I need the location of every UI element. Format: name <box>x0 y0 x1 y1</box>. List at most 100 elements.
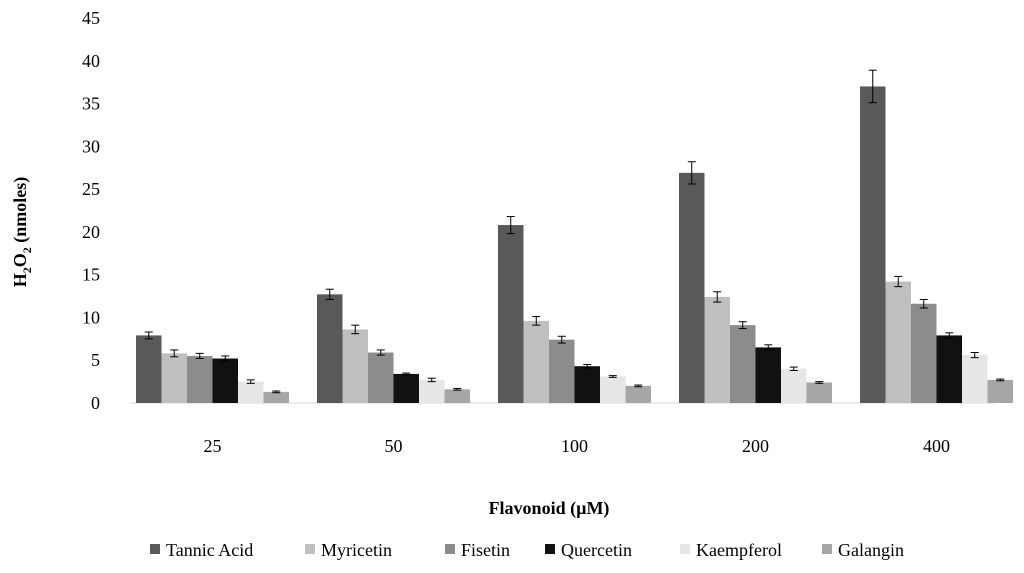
y-tick-label: 25 <box>82 179 100 199</box>
bar-fisetin-50 <box>368 352 394 403</box>
bar-fisetin-100 <box>549 339 575 403</box>
bar-fisetin-400 <box>911 303 937 403</box>
legend-item: Quercetin <box>545 540 632 560</box>
error-bar <box>764 344 773 351</box>
legend-label: Galangin <box>838 540 904 560</box>
legend-swatch <box>445 544 455 554</box>
x-category-label: 50 <box>385 436 403 456</box>
error-bar <box>996 378 1005 382</box>
bar-fisetin-200 <box>730 325 756 403</box>
bar-myricetin-100 <box>523 320 549 403</box>
y-axis: 0 5 10 15 20 25 30 35 40 45 <box>82 8 100 413</box>
error-bar <box>221 355 230 362</box>
bars-group <box>136 69 1013 403</box>
error-bar <box>325 288 334 300</box>
bar-quercetin-50 <box>393 373 419 403</box>
error-bar <box>557 335 566 344</box>
error-bar <box>402 372 411 376</box>
bar-galangin-25 <box>263 391 289 403</box>
legend-label: Myricetin <box>321 540 392 560</box>
y-tick-label: 35 <box>82 94 100 114</box>
error-bar <box>532 316 541 326</box>
x-category-label: 25 <box>204 436 222 456</box>
legend-item: Galangin <box>822 540 904 560</box>
x-category-label: 400 <box>923 436 950 456</box>
legend-label: Kaempferol <box>696 540 782 560</box>
error-bar <box>453 387 462 391</box>
error-bar <box>713 291 722 303</box>
legend-item: Myricetin <box>305 540 392 560</box>
legend: Tannic Acid Myricetin Fisetin Quercetin Kaem… <box>150 540 904 560</box>
legend-item: Fisetin <box>445 540 510 560</box>
error-bar <box>170 349 179 358</box>
bar-quercetin-200 <box>755 347 781 403</box>
legend-label: Fisetin <box>461 540 510 560</box>
error-bar <box>815 381 824 384</box>
legend-item: Tannic Acid <box>150 540 253 560</box>
y-label-sub1: 2 <box>20 267 34 273</box>
bar-myricetin-400 <box>885 281 911 403</box>
error-bar <box>608 375 617 378</box>
error-bar <box>583 364 592 369</box>
legend-item: Kaempferol <box>680 540 782 560</box>
x-axis-categories: 25 50 100 200 400 <box>204 436 951 456</box>
y-tick-label: 40 <box>82 51 100 71</box>
error-bar <box>868 69 877 104</box>
y-tick-label: 0 <box>91 393 100 413</box>
bar-tannic-acid-200 <box>679 172 705 403</box>
y-label-o: O <box>10 253 30 267</box>
error-bar <box>427 377 436 383</box>
error-bar <box>894 275 903 288</box>
error-bar <box>376 349 385 356</box>
error-bar <box>738 321 747 330</box>
legend-label: Tannic Acid <box>166 540 253 560</box>
legend-swatch <box>680 544 690 554</box>
bar-kaempferol-200 <box>781 368 807 403</box>
legend-swatch <box>545 544 555 554</box>
y-tick-label: 20 <box>82 222 100 242</box>
bar-quercetin-100 <box>574 366 600 403</box>
bar-fisetin-25 <box>187 355 213 403</box>
bar-tannic-acid-25 <box>136 335 162 403</box>
error-bar <box>687 161 696 185</box>
y-axis-label: H2O2 (nmoles) <box>10 177 34 288</box>
y-label-h: H <box>10 273 30 287</box>
x-axis-label: Flavonoid (µM) <box>489 498 610 519</box>
bar-tannic-acid-50 <box>317 294 343 403</box>
bar-quercetin-400 <box>936 335 962 403</box>
error-bar <box>945 332 954 339</box>
y-label-unit: (nmoles) <box>10 177 31 248</box>
y-tick-label: 15 <box>82 265 100 285</box>
legend-label: Quercetin <box>561 540 632 560</box>
bar-myricetin-200 <box>704 296 730 403</box>
error-bar <box>919 298 928 309</box>
y-tick-label: 45 <box>82 8 100 28</box>
bar-tannic-acid-400 <box>860 86 886 403</box>
x-category-label: 200 <box>742 436 769 456</box>
legend-swatch <box>822 544 832 554</box>
error-bar <box>144 331 153 340</box>
y-label-sub2: 2 <box>20 247 34 253</box>
error-bar <box>634 384 643 388</box>
bar-tannic-acid-100 <box>498 225 524 403</box>
legend-swatch <box>150 544 160 554</box>
y-tick-label: 10 <box>82 307 100 327</box>
error-bar <box>506 215 515 235</box>
bar-myricetin-50 <box>342 329 368 403</box>
bar-galangin-200 <box>806 382 832 403</box>
bar-galangin-50 <box>444 389 470 403</box>
bar-quercetin-25 <box>212 358 238 403</box>
error-bar <box>246 379 255 384</box>
bar-kaempferol-25 <box>238 381 264 403</box>
legend-swatch <box>305 544 315 554</box>
y-tick-label: 5 <box>91 350 100 370</box>
x-category-label: 100 <box>561 436 588 456</box>
bar-myricetin-25 <box>161 353 187 403</box>
error-bar <box>789 366 798 371</box>
error-bar <box>272 390 281 394</box>
y-tick-label: 30 <box>82 136 100 156</box>
error-bar <box>195 352 204 360</box>
bar-galangin-400 <box>987 379 1013 403</box>
error-bar <box>351 324 360 335</box>
